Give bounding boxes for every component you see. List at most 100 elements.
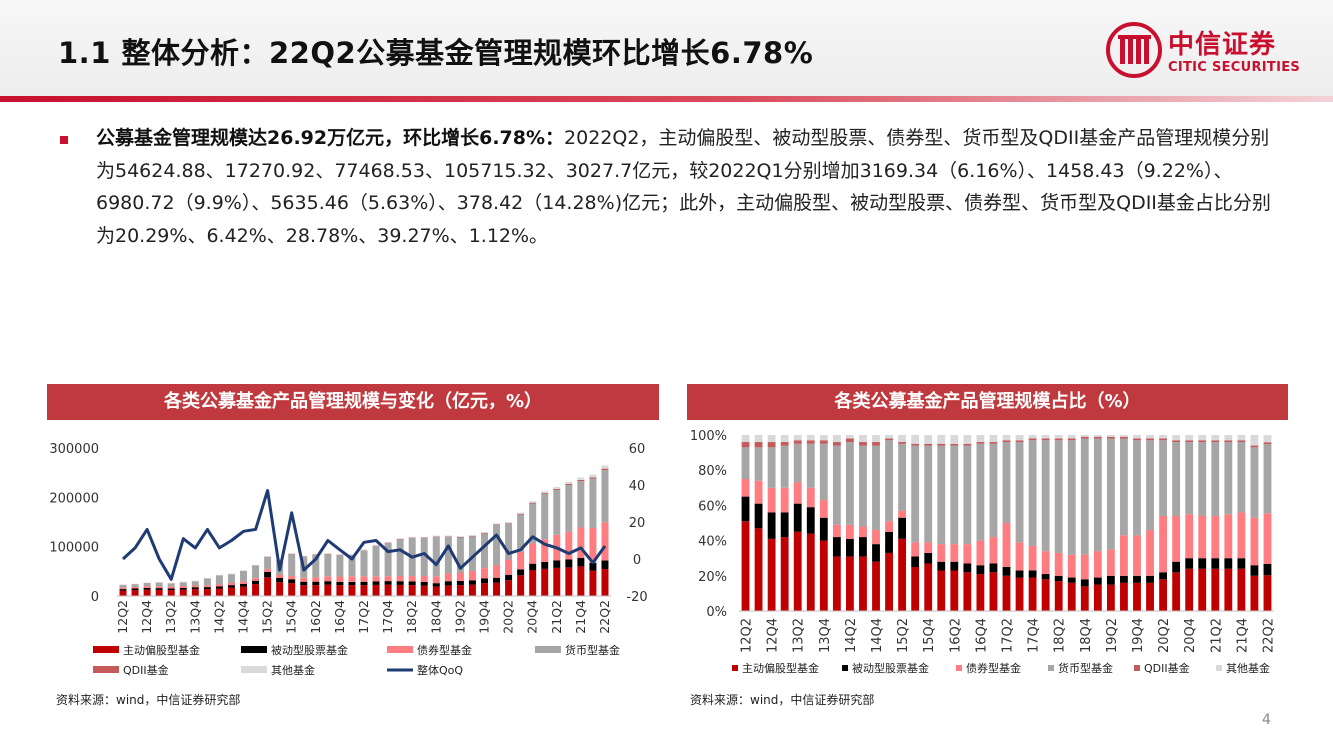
title-rule bbox=[0, 96, 1333, 102]
share-segment-1 bbox=[793, 503, 802, 532]
bar-segment-2 bbox=[360, 576, 368, 582]
x-tick-label: 16Q4 bbox=[974, 618, 989, 653]
share-segment-1 bbox=[767, 512, 776, 539]
share-segment-5 bbox=[1093, 435, 1102, 437]
bar-segment-0 bbox=[372, 584, 380, 596]
bar-segment-0 bbox=[468, 584, 476, 596]
share-segment-2 bbox=[1198, 515, 1207, 559]
legend-label-5: 其他基金 bbox=[1226, 661, 1270, 675]
y-right-tick-label: 40 bbox=[629, 479, 646, 494]
share-segment-2 bbox=[1080, 554, 1089, 580]
bar-segment-5 bbox=[396, 538, 404, 540]
bar-segment-0 bbox=[312, 585, 320, 596]
bar-segment-5 bbox=[384, 541, 392, 543]
share-segment-5 bbox=[976, 435, 985, 443]
bar-segment-3 bbox=[312, 555, 320, 578]
bar-segment-3 bbox=[336, 555, 344, 577]
bar-segment-5 bbox=[517, 512, 525, 514]
share-segment-2 bbox=[937, 544, 946, 562]
share-segment-2 bbox=[1237, 512, 1246, 559]
share-segment-2 bbox=[950, 544, 959, 562]
share-segment-2 bbox=[1211, 515, 1220, 559]
bar-segment-3 bbox=[227, 574, 235, 583]
bar-segment-2 bbox=[493, 564, 501, 578]
bar-segment-2 bbox=[276, 575, 284, 578]
share-segment-5 bbox=[1054, 435, 1063, 439]
share-segment-1 bbox=[924, 552, 933, 564]
x-tick-label: 21Q4 bbox=[1235, 618, 1250, 653]
bar-segment-5 bbox=[276, 559, 284, 560]
bar-segment-5 bbox=[312, 553, 320, 555]
share-segment-5 bbox=[872, 435, 880, 443]
bar-segment-1 bbox=[456, 580, 464, 586]
share-segment-2 bbox=[1106, 549, 1115, 576]
share-segment-5 bbox=[924, 435, 933, 444]
share-segment-0 bbox=[846, 556, 854, 611]
legend-label-2: 债券型基金 bbox=[417, 643, 472, 657]
share-segment-1 bbox=[1224, 558, 1233, 569]
bar-segment-1 bbox=[589, 562, 597, 571]
bar-segment-2 bbox=[143, 586, 151, 588]
bar-segment-0 bbox=[396, 584, 404, 596]
bar-segment-2 bbox=[480, 568, 488, 579]
share-segment-0 bbox=[1185, 568, 1194, 611]
share-segment-5 bbox=[1133, 435, 1141, 439]
share-segment-0 bbox=[1002, 575, 1011, 611]
share-segment-3 bbox=[1028, 440, 1037, 546]
share-segment-1 bbox=[1263, 563, 1272, 576]
legend-swatch-4 bbox=[1134, 665, 1140, 671]
bar-segment-1 bbox=[565, 559, 573, 568]
y-right-tick-label: 0 bbox=[633, 553, 641, 568]
x-tick-label: 16Q2 bbox=[308, 600, 323, 634]
share-segment-3 bbox=[1159, 440, 1167, 516]
bar-segment-0 bbox=[203, 589, 211, 596]
bar-segment-4 bbox=[468, 535, 476, 537]
bar-segment-5 bbox=[444, 535, 452, 537]
bar-segment-2 bbox=[240, 581, 248, 584]
share-segment-2 bbox=[1120, 535, 1128, 576]
bar-segment-0 bbox=[432, 586, 440, 596]
bar-segment-3 bbox=[191, 581, 199, 586]
share-segment-0 bbox=[819, 540, 828, 611]
bar-segment-1 bbox=[348, 581, 356, 586]
bar-segment-2 bbox=[468, 570, 476, 581]
legend-label-0: 主动偏股型基金 bbox=[742, 661, 819, 675]
bar-segment-5 bbox=[227, 573, 235, 575]
bar-segment-2 bbox=[420, 576, 428, 582]
bar-segment-5 bbox=[505, 522, 513, 524]
share-segment-5 bbox=[767, 435, 776, 443]
share-segment-1 bbox=[1172, 561, 1181, 573]
y-right-tick-label: 60 bbox=[629, 442, 646, 457]
share-segment-3 bbox=[1054, 440, 1063, 553]
share-segment-1 bbox=[885, 531, 893, 553]
share-segment-4 bbox=[1080, 436, 1089, 439]
share-segment-0 bbox=[1067, 582, 1076, 611]
y-right-tick-label: -20 bbox=[626, 590, 647, 605]
share-segment-3 bbox=[911, 445, 920, 543]
bar-segment-1 bbox=[372, 581, 380, 585]
bar-segment-2 bbox=[456, 572, 464, 581]
share-segment-0 bbox=[872, 561, 880, 611]
chart2-svg: 0% 20% 40% 60% 80% 100% 12Q2 12Q4 13Q2 13Q4 14Q2 14… bbox=[690, 429, 1277, 675]
share-segment-4 bbox=[1224, 440, 1233, 443]
bar-segment-5 bbox=[565, 481, 573, 484]
x-tick-label: 15Q2 bbox=[260, 600, 275, 634]
share-segment-1 bbox=[1211, 558, 1220, 569]
x-tick-label: 13Q2 bbox=[792, 618, 807, 653]
share-segment-5 bbox=[1080, 435, 1089, 437]
bar-segment-1 bbox=[468, 580, 476, 585]
share-segment-3 bbox=[1080, 438, 1089, 555]
share-segment-2 bbox=[1159, 515, 1167, 573]
bar-segment-4 bbox=[601, 468, 609, 471]
share-segment-5 bbox=[963, 435, 972, 444]
share-segment-3 bbox=[885, 440, 893, 522]
bar-segment-2 bbox=[252, 578, 260, 581]
x-tick-label: 19Q4 bbox=[1131, 618, 1146, 653]
share-segment-2 bbox=[1054, 552, 1063, 576]
bar-segment-5 bbox=[468, 535, 476, 536]
share-segment-1 bbox=[846, 538, 854, 557]
bar-segment-5 bbox=[348, 554, 356, 556]
share-segment-3 bbox=[1133, 440, 1141, 536]
bar-segment-5 bbox=[577, 477, 585, 480]
share-segment-2 bbox=[754, 480, 763, 504]
